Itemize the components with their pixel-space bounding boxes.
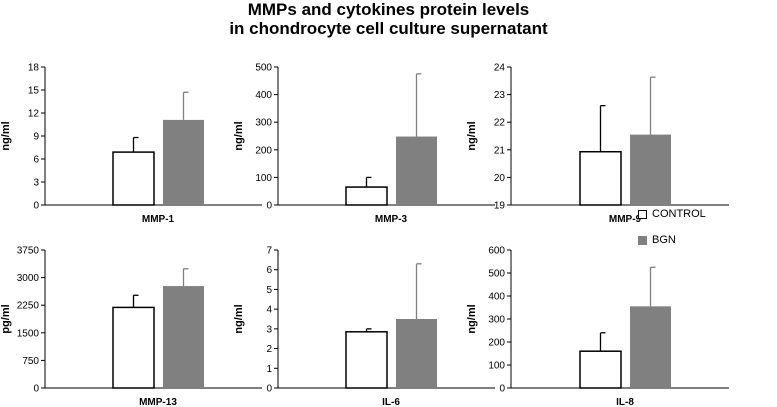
y-tick-label: 200 <box>255 145 272 156</box>
y-tick-label: 0 <box>266 384 272 395</box>
y-tick-label: 3000 <box>17 273 40 284</box>
y-tick-label: 7 <box>266 246 272 257</box>
y-tick-label: 12 <box>28 109 40 120</box>
legend: CONTROL BGN <box>638 206 706 258</box>
chart-panel-mmp-13: 0 750 1500 2250 3000 3750 pg/ml MMP-13 <box>0 246 262 407</box>
y-tick-label: 21 <box>494 145 506 156</box>
chart-panel-mmp-3: 0 100 200 300 400 500 ng/ml MMP-3 <box>233 63 495 225</box>
y-tick-label: 3 <box>266 324 272 335</box>
y-tick-label: 100 <box>255 173 272 184</box>
y-tick-label: 6 <box>266 265 272 276</box>
y-tick-label: 23 <box>494 90 506 101</box>
figure-title-line-2: in chondrocyte cell culture supernatant <box>229 19 548 38</box>
figure-title: MMPs and cytokines protein levels in cho… <box>0 0 777 38</box>
bar-control <box>345 331 388 389</box>
y-tick-label: 0 <box>33 384 39 395</box>
y-tick-label: 24 <box>494 63 506 74</box>
y-tick-label: 0 <box>33 201 39 212</box>
y-tick-label: 3 <box>33 178 39 189</box>
y-tick-label: 18 <box>28 63 40 74</box>
y-tick-label: 100 <box>488 361 505 372</box>
chart-panel-mmp-9: 19 20 21 22 23 24 ng/ml MMP-9 <box>466 63 729 225</box>
y-tick-label: 4 <box>266 305 272 316</box>
bar-bgn <box>630 134 671 205</box>
legend-item-control: CONTROL <box>638 206 706 222</box>
bar-bgn <box>630 306 671 388</box>
bar-bgn <box>396 136 437 205</box>
y-tick-label: 9 <box>33 132 39 143</box>
legend-label-control: CONTROL <box>652 208 706 220</box>
y-tick-label: 3750 <box>17 246 40 257</box>
y-tick-label: 1500 <box>17 328 40 339</box>
y-tick-label: 200 <box>488 338 505 349</box>
bar-control <box>579 150 622 206</box>
legend-swatch-control <box>638 209 647 219</box>
y-axis-label: ng/ml <box>233 304 245 333</box>
y-tick-label: 15 <box>28 86 40 97</box>
legend-swatch-bgn <box>638 235 647 245</box>
bar-bgn <box>163 119 204 205</box>
y-tick-label: 300 <box>255 118 272 129</box>
y-axis-label: pg/ml <box>0 304 12 333</box>
y-tick-label: 0 <box>266 201 272 212</box>
panel-title: IL-8 <box>616 397 634 407</box>
y-tick-label: 600 <box>488 246 505 257</box>
panel-title: MMP-3 <box>375 214 408 225</box>
y-tick-label: 20 <box>494 173 506 184</box>
y-tick-label: 19 <box>494 201 506 212</box>
y-axis-label: ng/ml <box>466 304 478 333</box>
panel-title: MMP-9 <box>609 214 642 225</box>
y-axis-label: ng/ml <box>0 121 12 150</box>
bar-control <box>112 306 155 389</box>
bar-control <box>112 151 155 206</box>
legend-item-bgn: BGN <box>638 232 706 248</box>
y-tick-label: 2 <box>266 344 272 355</box>
bar-bgn <box>396 319 437 388</box>
figure-title-line-1: MMPs and cytokines protein levels <box>247 0 530 19</box>
y-tick-label: 1 <box>266 364 272 375</box>
y-tick-label: 400 <box>255 90 272 101</box>
y-tick-label: 5 <box>266 285 272 296</box>
panel-title: MMP-1 <box>142 214 175 225</box>
y-tick-label: 0 <box>499 384 505 395</box>
y-tick-label: 2250 <box>17 301 40 312</box>
bar-control <box>579 350 622 389</box>
bar-bgn <box>163 286 204 388</box>
y-tick-label: 300 <box>488 315 505 326</box>
legend-label-bgn: BGN <box>652 234 676 246</box>
y-tick-label: 400 <box>488 292 505 303</box>
bar-control <box>345 186 388 206</box>
y-tick-label: 750 <box>22 356 39 367</box>
y-tick-label: 500 <box>255 63 272 74</box>
y-tick-label: 22 <box>494 118 506 129</box>
chart-panel-mmp-1: 0 3 6 9 12 15 18 ng/ml MMP-1 <box>0 63 262 225</box>
y-axis-label: ng/ml <box>233 121 245 150</box>
y-tick-label: 6 <box>33 155 39 166</box>
y-tick-label: 500 <box>488 269 505 280</box>
chart-panel-il-8: 0 100 200 300 400 500 600 ng/ml IL-8 <box>466 246 729 407</box>
panel-title: IL-6 <box>382 397 400 407</box>
chart-panel-il-6: 0 1 2 3 4 5 6 7 ng/ml IL-6 <box>233 246 495 407</box>
y-axis-label: ng/ml <box>466 121 478 150</box>
panel-title: MMP-13 <box>139 397 177 407</box>
